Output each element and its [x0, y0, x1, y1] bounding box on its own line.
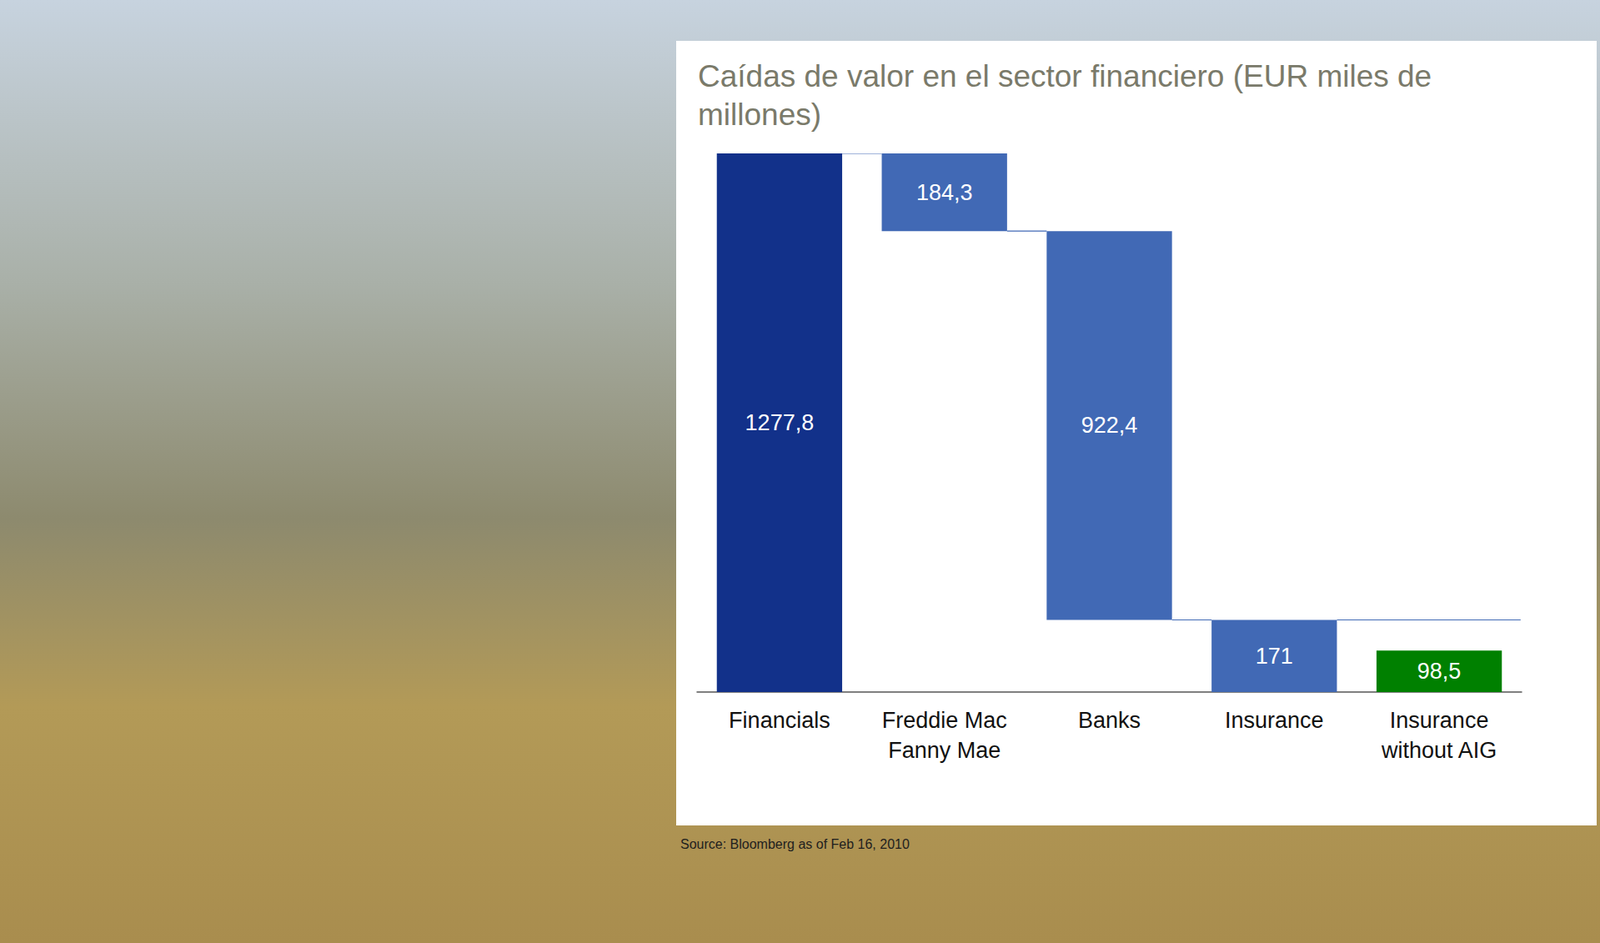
svg-text:Fanny Mae: Fanny Mae	[887, 737, 1001, 763]
svg-text:Freddie Mac: Freddie Mac	[882, 707, 1008, 733]
svg-text:millones): millones)	[697, 97, 822, 132]
svg-text:Financials: Financials	[728, 707, 831, 733]
svg-text:171: 171	[1255, 643, 1294, 669]
svg-text:Caídas de valor en el sector f: Caídas de valor en el sector financiero …	[697, 59, 1440, 94]
svg-text:1277,8: 1277,8	[745, 410, 815, 436]
svg-text:98,5: 98,5	[1417, 658, 1462, 684]
svg-text:Insurance: Insurance	[1224, 707, 1325, 733]
svg-text:without AIG: without AIG	[1380, 737, 1497, 763]
svg-text:Banks: Banks	[1078, 707, 1141, 733]
svg-text:922,4: 922,4	[1081, 412, 1139, 438]
svg-text:Insurance: Insurance	[1389, 707, 1490, 733]
svg-text:184,3: 184,3	[916, 180, 974, 206]
html-text:Source: Bloomberg as of Feb 16: Source: Bloomberg as of Feb 16, 2010	[680, 837, 910, 852]
